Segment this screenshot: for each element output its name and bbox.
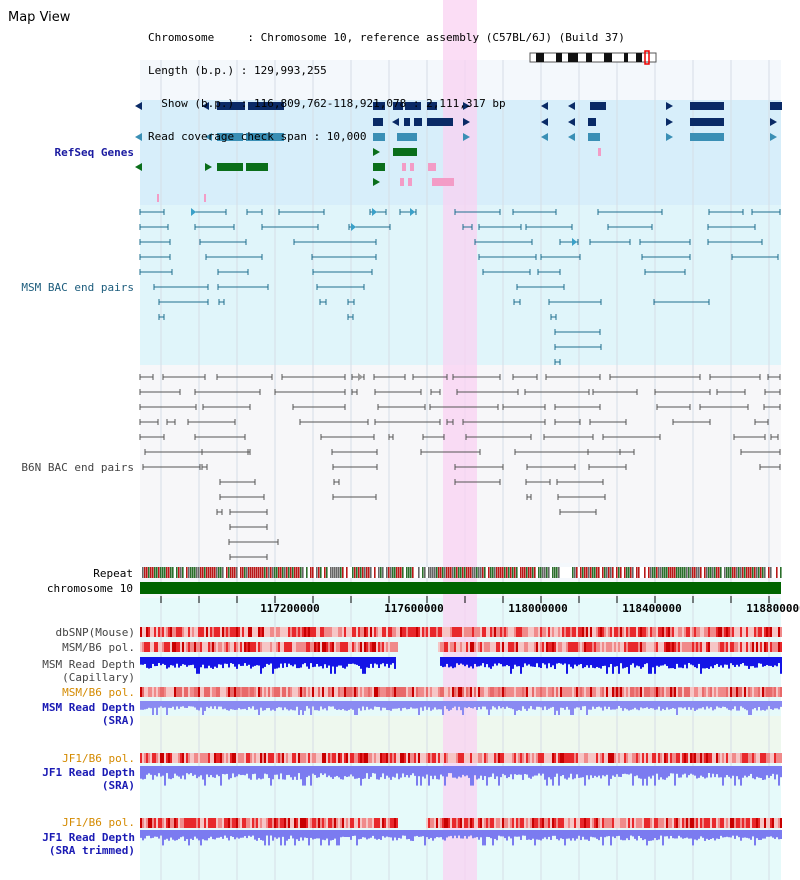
track-label-msm-depth-capillary-sub: (Capillary) (62, 671, 135, 684)
track-label-jf1-pol: JF1/B6 pol. (62, 752, 135, 765)
track-label-dbsnp: dbSNP(Mouse) (55, 626, 135, 639)
msm-depth-capillary-hist (140, 657, 782, 674)
track-label-jf1-depth: JF1 Read Depth (42, 766, 135, 779)
repeat-track (140, 567, 782, 578)
track-label-jf1-depth-trimmed-sub: (SRA trimmed) (48, 844, 135, 857)
dbsnp-strip (140, 627, 782, 637)
track-label-msm-depth-sra-sub: (SRA) (101, 714, 135, 727)
track-label-chromosome: chromosome 10 (46, 582, 133, 595)
track-label-b6n-bac[interactable]: B6N BAC end pairs (21, 461, 134, 474)
track-label-jf1-depth-sub: (SRA) (101, 779, 135, 792)
track-label-jf1-pol-trimmed: JF1/B6 pol. (62, 816, 135, 829)
coverage-span-line: Read coverage check span : 10,000 (148, 130, 367, 143)
msm-depth-sra-hist (140, 701, 782, 715)
jf1-pol-strip (140, 753, 782, 763)
jf1-pol-trimmed-strip (140, 818, 782, 828)
track-label-msm-depth-capillary: MSM Read Depth (42, 658, 135, 671)
page-title: Map View (8, 10, 71, 25)
b6n-bac-pairs (139, 373, 781, 560)
axis-tick-label: 118800000 (746, 602, 800, 615)
chromosome-info: Chromosome : Chromosome 10, reference as… (148, 10, 625, 164)
track-label-msm-bac[interactable]: MSM BAC end pairs (21, 281, 134, 294)
track-label-msm-depth-sra: MSM Read Depth (42, 701, 135, 714)
track-label-msm-pol: MSM/B6 pol. (62, 641, 135, 654)
msm-pol-strip (140, 642, 782, 652)
jf1-depth-trimmed-hist (140, 830, 782, 846)
track-label-refseq-genes[interactable]: RefSeq Genes (54, 146, 134, 159)
chromosome-ideogram (529, 50, 657, 65)
axis-tick-label: 118400000 (622, 602, 682, 615)
axis-tick-label: 117200000 (260, 602, 320, 615)
chromosome-bar (140, 582, 781, 594)
track-label-msm-pol-sra: MSM/B6 pol. (62, 686, 135, 699)
refseq-gene-glyphs (135, 102, 782, 202)
position-axis: 117200000 117600000 118000000 118400000 1188… (160, 596, 800, 615)
msm-bac-pairs (139, 208, 781, 365)
length-line: Length (b.p.) : 129,993,255 (148, 64, 327, 77)
axis-tick-label: 118000000 (508, 602, 568, 615)
chromosome-line: Chromosome : Chromosome 10, reference as… (148, 31, 625, 44)
track-label-repeat: Repeat (93, 567, 133, 580)
jf1-depth-sra-hist (140, 766, 782, 786)
track-label-jf1-depth-trimmed: JF1 Read Depth (42, 831, 135, 844)
show-range-line: Show (b.p.) : 116,809,762-118,921,078 : … (148, 97, 506, 110)
msm-pol-sra-strip (140, 687, 782, 697)
highlight-region (443, 0, 477, 880)
axis-tick-label: 117600000 (384, 602, 444, 615)
